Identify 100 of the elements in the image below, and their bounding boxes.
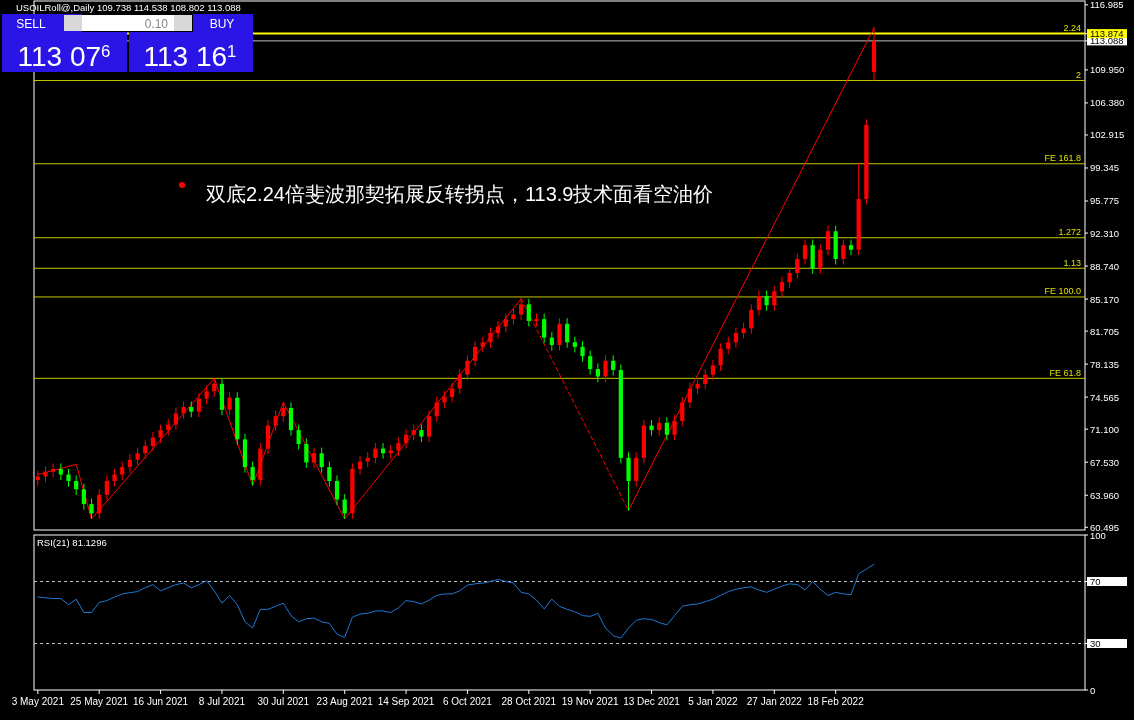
candlestick	[503, 313, 508, 333]
candlestick	[802, 239, 808, 266]
candlestick	[273, 410, 278, 432]
candlestick	[565, 317, 570, 349]
x-tick-label: 5 Jan 2022	[688, 696, 739, 707]
y-tick-label: 0	[1090, 684, 1096, 696]
candlestick	[281, 401, 286, 423]
candlestick	[173, 407, 179, 431]
candlestick	[327, 461, 332, 488]
line-series	[37, 563, 875, 639]
y-tick-label: 63.960	[1090, 489, 1120, 501]
candlestick	[818, 243, 823, 275]
x-tick-label: 19 Nov 2021	[561, 696, 619, 707]
candlestick	[449, 382, 455, 403]
candlestick	[104, 474, 109, 501]
annotation: FE 61.8	[1049, 367, 1081, 378]
candlestick	[227, 391, 232, 416]
annotation: 双底2.24倍斐波那契拓展反转拐点，113.9技术面看空油价	[206, 183, 714, 205]
x-tick-label: 6 Oct 2021	[442, 696, 493, 707]
x-tick-label: 25 May 2021	[70, 696, 129, 707]
y-tick-label: 85.170	[1090, 293, 1120, 305]
annotation: FE 100.0	[1044, 286, 1081, 297]
candlestick	[426, 410, 432, 443]
candlestick	[58, 462, 63, 481]
candlestick	[204, 385, 209, 405]
annotation: 1.13	[1063, 257, 1081, 268]
candlestick	[718, 342, 723, 372]
annotation: BUY	[209, 17, 235, 31]
annotation: 2.24	[1063, 23, 1081, 34]
annotation: 113 07$^{6}$	[17, 41, 111, 72]
candlestick	[250, 461, 255, 487]
candlestick	[611, 354, 616, 377]
candlestick	[89, 498, 94, 520]
annotation: 1.272	[1058, 227, 1081, 238]
candlestick	[848, 239, 854, 256]
x-tick-label: 30 Jul 2021	[257, 696, 310, 707]
candlestick	[779, 276, 785, 298]
candlestick	[634, 451, 639, 488]
candlestick	[626, 451, 631, 512]
candlestick	[319, 447, 324, 474]
y-tick-label: 81.705	[1090, 325, 1120, 337]
y-tick-label: 102.915	[1090, 129, 1125, 141]
chart-title: RSI(21) 81.1296	[37, 537, 107, 548]
candlestick	[434, 396, 439, 423]
candlestick	[756, 289, 762, 316]
candlestick	[457, 368, 462, 395]
candlestick	[549, 331, 554, 352]
annotation: FE 161.8	[1044, 153, 1081, 164]
candlestick	[657, 416, 662, 437]
candlestick	[288, 401, 294, 437]
candlestick	[672, 414, 677, 441]
candlestick	[825, 225, 831, 256]
x-tick-label: 14 Sep 2021	[377, 696, 435, 707]
annotation: 113 16$^{1}$	[143, 41, 237, 72]
y-tick-label: 99.345	[1090, 162, 1120, 174]
y-tick-label: 74.565	[1090, 391, 1120, 403]
candlestick	[81, 483, 86, 511]
y-tick-label: 92.310	[1090, 227, 1120, 239]
candlestick	[342, 493, 347, 520]
candlestick	[603, 354, 608, 383]
candlestick	[664, 416, 670, 441]
x-tick-label: 27 Jan 2022	[746, 696, 803, 707]
y-tick-label: 106.380	[1090, 97, 1125, 109]
x-tick-label: 13 Dec 2021	[623, 696, 681, 707]
y-tick-label: 116.985	[1090, 0, 1124, 11]
y-tick-label: 67.530	[1090, 456, 1120, 468]
candlestick	[304, 437, 309, 469]
candlestick	[841, 239, 846, 266]
candlestick	[795, 252, 800, 279]
annotation: SELL	[16, 17, 46, 31]
candlestick	[465, 354, 470, 381]
candlestick	[733, 326, 739, 349]
candlestick	[296, 424, 301, 451]
x-tick-label: 3 May 2021	[11, 696, 65, 707]
candlestick	[403, 428, 409, 450]
y-tick-label: 78.135	[1090, 358, 1120, 370]
candlestick	[196, 392, 202, 418]
candlestick	[265, 419, 271, 455]
candlestick	[127, 453, 132, 474]
candlestick	[595, 363, 600, 383]
candlestick	[787, 266, 792, 289]
y-tick-label: 70	[1090, 576, 1101, 587]
candlestick	[703, 368, 708, 390]
x-tick-label: 8 Jul 2021	[198, 696, 246, 707]
candlestick	[120, 461, 125, 481]
candlestick	[526, 298, 531, 328]
candlestick	[680, 396, 685, 427]
candlestick	[588, 350, 593, 376]
candlestick	[158, 424, 163, 444]
candlestick	[810, 239, 815, 275]
candlestick	[557, 317, 562, 352]
candlestick	[212, 377, 217, 398]
annotation: 0.10	[144, 17, 169, 31]
candlestick	[74, 474, 79, 496]
x-tick-label: 23 Aug 2021	[316, 696, 374, 707]
x-tick-label: 18 Feb 2022	[807, 696, 865, 707]
x-tick-label: 16 Jun 2021	[133, 696, 189, 707]
candlestick	[542, 313, 547, 344]
candlestick	[143, 439, 148, 460]
y-tick-label: 30	[1090, 638, 1101, 649]
